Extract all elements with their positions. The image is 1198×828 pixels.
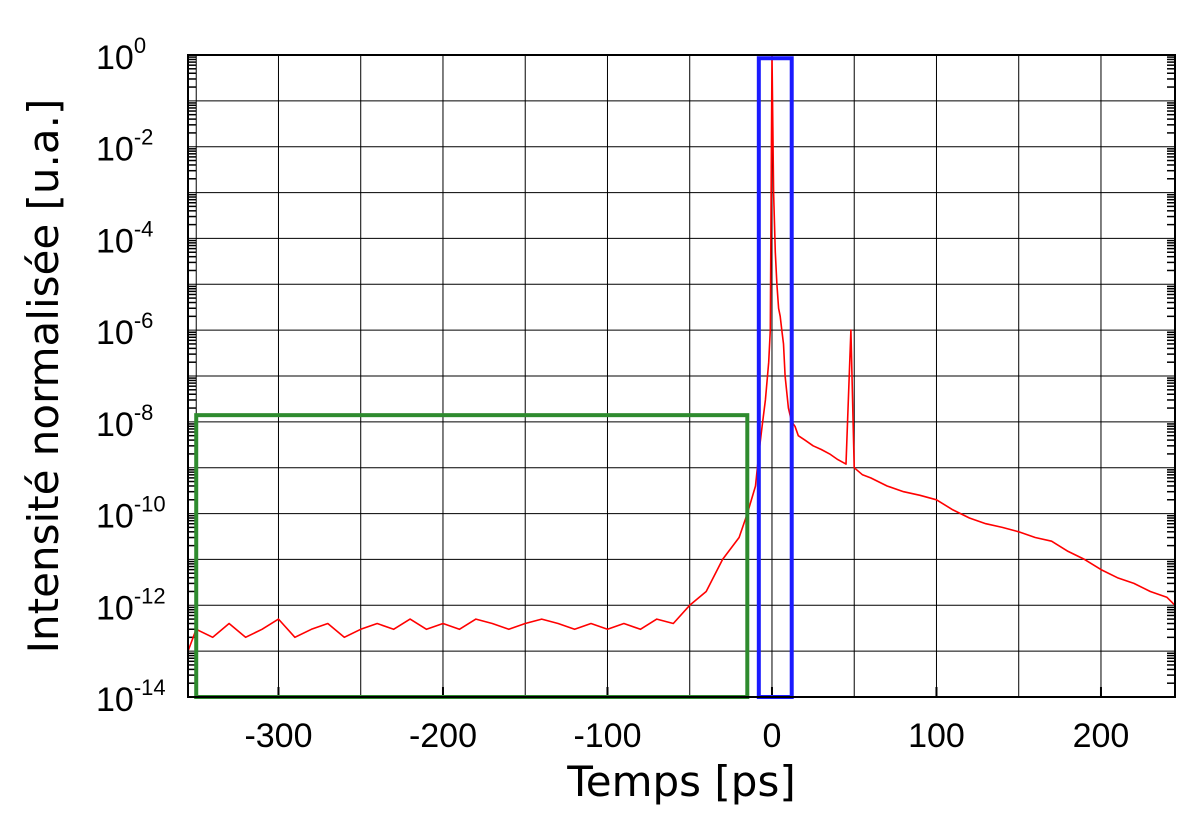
- y-tick-label: 10-6: [96, 308, 153, 352]
- x-tick-label: -300: [244, 717, 312, 755]
- highlight-layer: [194, 56, 794, 700]
- y-tick-label: 10-14: [96, 675, 166, 719]
- x-tick-label: 100: [908, 717, 965, 755]
- x-axis-label: Temps [ps]: [566, 757, 795, 806]
- y-axis-label: Intensité normalisée [u.a.]: [19, 99, 68, 654]
- x-tick-label: -100: [573, 717, 641, 755]
- x-tick-label: 200: [1073, 717, 1130, 755]
- series-line: [187, 54, 1176, 652]
- series-layer: [187, 54, 1176, 652]
- y-tick-label: 10-10: [96, 492, 166, 536]
- x-tick-labels: -300 -200 -100 0 100 200: [244, 717, 1129, 755]
- x-tick-label: -200: [409, 717, 477, 755]
- plot-frame: [187, 54, 1176, 698]
- y-tick-label: 100: [96, 33, 146, 77]
- y-tick-label: 10-8: [96, 400, 153, 444]
- x-tick-label: 0: [763, 717, 782, 755]
- highlight-box: [756, 56, 794, 700]
- y-tick-label: 10-12: [96, 583, 166, 627]
- plot-grid: [188, 54, 1175, 698]
- y-tick-label: 10-2: [96, 125, 153, 169]
- y-tick-labels: 100 10-2 10-4 10-6 10-8 10-10 10-12 10-14: [96, 33, 166, 719]
- y-tick-label: 10-4: [96, 216, 153, 260]
- minor-ticks: [188, 56, 1175, 697]
